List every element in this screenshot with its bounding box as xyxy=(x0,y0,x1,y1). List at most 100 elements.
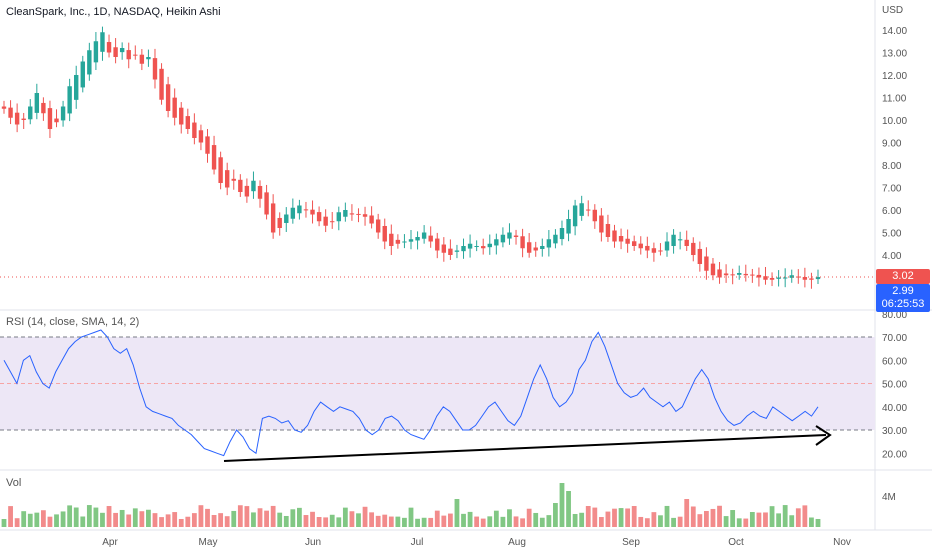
candle[interactable] xyxy=(586,200,591,217)
candle[interactable] xyxy=(605,214,611,242)
candle[interactable] xyxy=(159,63,164,105)
candle[interactable] xyxy=(454,244,460,259)
candle[interactable] xyxy=(664,232,670,257)
candle[interactable] xyxy=(270,194,276,239)
candle[interactable] xyxy=(710,257,716,281)
candle[interactable] xyxy=(34,83,40,120)
candle[interactable] xyxy=(28,99,33,125)
candle[interactable] xyxy=(723,264,729,283)
candle[interactable] xyxy=(277,212,282,236)
candle[interactable] xyxy=(100,26,105,61)
candle[interactable] xyxy=(356,208,361,223)
candle[interactable] xyxy=(80,55,85,93)
candle[interactable] xyxy=(74,65,79,109)
candle[interactable] xyxy=(14,103,20,133)
candle[interactable] xyxy=(448,239,453,260)
candle[interactable] xyxy=(139,49,145,71)
candle[interactable] xyxy=(408,230,414,250)
candle[interactable] xyxy=(638,236,643,255)
candle[interactable] xyxy=(467,234,473,258)
candle[interactable] xyxy=(789,269,794,283)
candle[interactable] xyxy=(218,151,223,190)
candle[interactable] xyxy=(224,162,230,196)
candle[interactable] xyxy=(461,238,466,259)
candle[interactable] xyxy=(205,128,210,163)
candle[interactable] xyxy=(540,238,545,257)
candle[interactable] xyxy=(21,112,26,129)
volume-axis[interactable]: 4M xyxy=(882,492,896,503)
candle[interactable] xyxy=(41,97,46,121)
candle[interactable] xyxy=(796,269,801,284)
volume-legend[interactable]: Vol xyxy=(6,477,22,489)
candle[interactable] xyxy=(750,268,755,283)
candle[interactable] xyxy=(389,224,394,255)
candle[interactable] xyxy=(238,174,243,197)
candle[interactable] xyxy=(671,229,676,254)
candle[interactable] xyxy=(599,208,604,242)
candle[interactable] xyxy=(54,109,59,128)
candle[interactable] xyxy=(737,265,742,280)
candle[interactable] xyxy=(231,169,236,190)
candle[interactable] xyxy=(316,206,322,227)
candle[interactable] xyxy=(704,247,709,280)
trendline[interactable] xyxy=(223,434,827,462)
candle[interactable] xyxy=(1,100,7,114)
rsi-line[interactable] xyxy=(3,329,819,457)
candle[interactable] xyxy=(415,231,420,250)
candle[interactable] xyxy=(179,102,184,134)
candle[interactable] xyxy=(782,268,788,288)
time-axis[interactable]: Apr May Jun Jul Aug Sep Oct Nov xyxy=(102,537,851,548)
candle[interactable] xyxy=(553,229,558,249)
candle[interactable] xyxy=(612,224,617,248)
candle[interactable] xyxy=(435,232,440,259)
candle[interactable] xyxy=(756,267,762,287)
candle[interactable] xyxy=(8,100,13,125)
candle[interactable] xyxy=(566,209,571,242)
candle[interactable] xyxy=(631,235,637,251)
candle[interactable] xyxy=(592,204,598,229)
candle[interactable] xyxy=(730,268,735,285)
candle[interactable] xyxy=(251,171,256,199)
candle[interactable] xyxy=(769,272,775,287)
price-axis[interactable]: 14.00 13.00 12.00 11.00 10.00 9.00 8.00 7.00 6.0… xyxy=(882,26,907,307)
candle[interactable] xyxy=(47,100,53,138)
candle[interactable] xyxy=(185,108,191,134)
candle[interactable] xyxy=(310,200,315,224)
candle[interactable] xyxy=(815,269,821,285)
candle[interactable] xyxy=(60,100,66,127)
candle[interactable] xyxy=(526,233,532,258)
candle[interactable] xyxy=(375,213,381,239)
candle[interactable] xyxy=(67,78,72,122)
candle[interactable] xyxy=(244,178,250,203)
candle[interactable] xyxy=(198,124,204,151)
candle[interactable] xyxy=(743,264,748,282)
candle[interactable] xyxy=(546,230,552,257)
candle[interactable] xyxy=(717,262,722,284)
candle[interactable] xyxy=(106,34,112,58)
candle[interactable] xyxy=(559,220,565,246)
candle[interactable] xyxy=(763,266,768,285)
candle[interactable] xyxy=(336,206,341,231)
candle[interactable] xyxy=(382,218,387,250)
candle[interactable] xyxy=(487,234,492,255)
candle[interactable] xyxy=(87,42,92,81)
candle[interactable] xyxy=(441,237,447,262)
candle[interactable] xyxy=(513,229,519,245)
candle[interactable] xyxy=(618,228,624,250)
candle[interactable] xyxy=(658,243,663,256)
candle[interactable] xyxy=(93,32,99,71)
symbol-legend[interactable]: CleanSpark, Inc., 1D, NASDAQ, Heikin Ash… xyxy=(6,6,221,18)
candle[interactable] xyxy=(362,206,368,226)
candle[interactable] xyxy=(697,241,703,272)
candle[interactable] xyxy=(625,229,630,253)
candle[interactable] xyxy=(507,223,512,245)
rsi-axis[interactable]: 80.00 70.00 60.00 50.00 40.00 30.00 20.00 xyxy=(882,310,907,461)
candle[interactable] xyxy=(343,202,348,222)
candle[interactable] xyxy=(152,48,158,89)
candle[interactable] xyxy=(533,241,538,257)
candle[interactable] xyxy=(402,234,407,249)
candle[interactable] xyxy=(284,207,289,232)
candle[interactable] xyxy=(776,270,781,287)
candle[interactable] xyxy=(520,228,525,258)
